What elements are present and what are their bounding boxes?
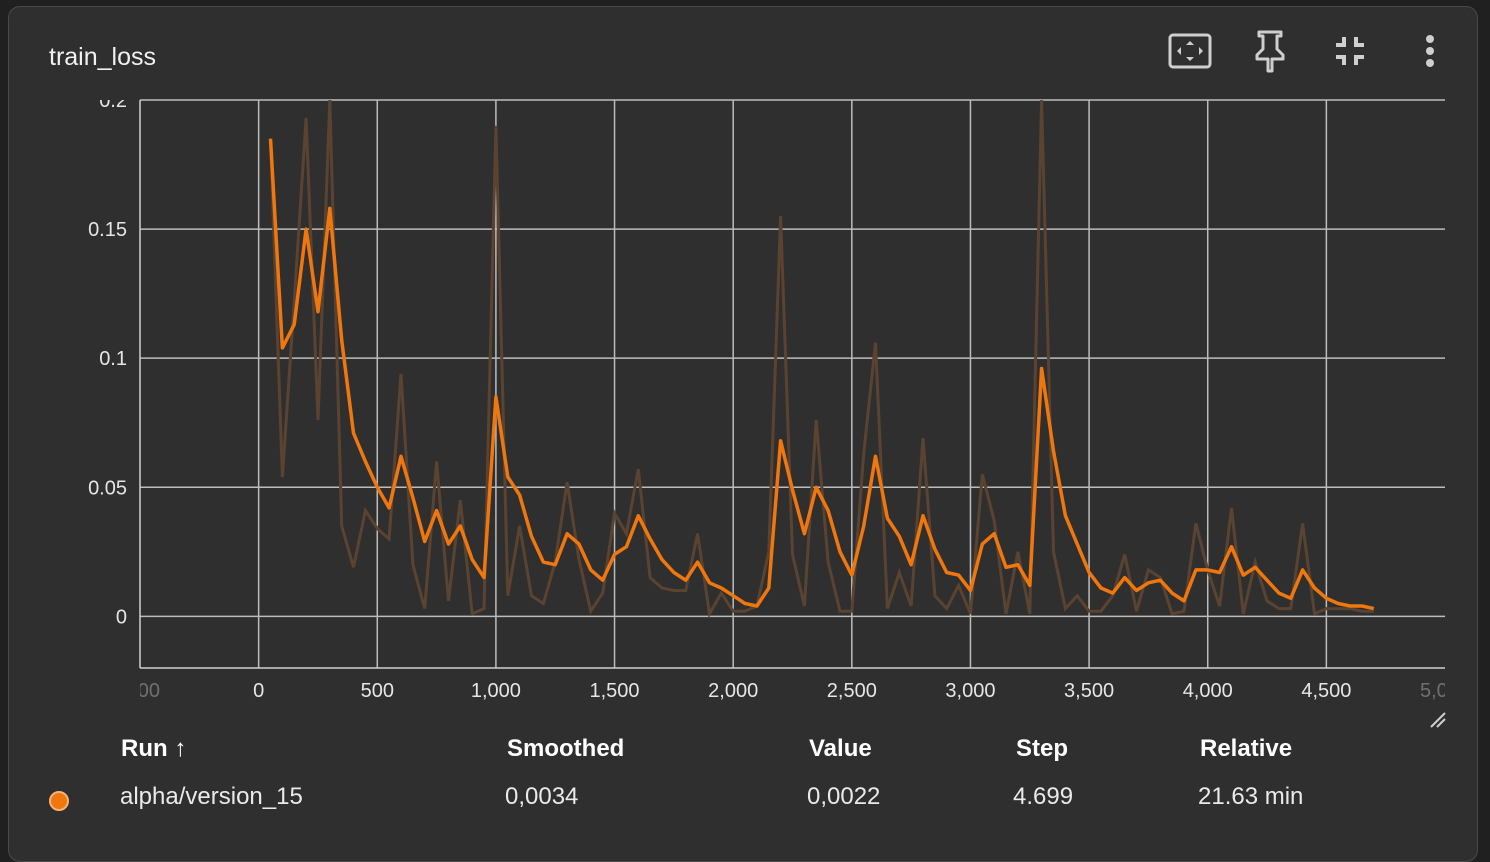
run-color-dot: [49, 791, 69, 811]
x-tick-label: 2,500: [827, 680, 877, 702]
x-tick-label: 3,000: [945, 680, 995, 702]
y-tick-label: 0.05: [88, 477, 127, 499]
x-tick-label: 4,000: [1183, 680, 1233, 702]
x-axis-labels: 0 500 1,000 1,500 2,000 2,500 3,000 3,500 4,000 4…: [120, 680, 1470, 702]
x-tick-label: 3,500: [1064, 680, 1114, 702]
x-tick-label-edge: 5,000: [1420, 680, 1470, 702]
run-name: alpha/version_15: [120, 783, 303, 810]
col-header-step: Step: [1016, 735, 1069, 762]
x-tick-label: 1,500: [590, 680, 640, 702]
resize-handle-icon[interactable]: [1428, 710, 1448, 735]
y-tick-label: 0.1: [99, 348, 127, 370]
x-tick-label: 2,000: [708, 680, 758, 702]
grid-lines: [140, 99, 1445, 668]
x-tick-label: 1,000: [471, 680, 521, 702]
more-vert-icon[interactable]: [1406, 28, 1454, 74]
chart-title: train_loss: [49, 43, 156, 71]
y-tick-label: 0.2: [99, 90, 127, 112]
x-tick-label: 4,500: [1301, 680, 1351, 702]
col-header-value: Value: [809, 735, 872, 762]
fit-domain-icon[interactable]: [1166, 28, 1214, 74]
smoothed-value: 0,0034: [505, 783, 579, 810]
raw-series-line: [269, 100, 1374, 619]
loss-chart[interactable]: 0 500 1,000 1,500 2,000 2,500 3,000 3,500 4,000 4…: [0, 0, 1490, 720]
col-header-run[interactable]: Run ↑: [121, 735, 187, 762]
pin-icon[interactable]: [1246, 28, 1294, 74]
plot-area[interactable]: [140, 100, 1445, 668]
raw-value: 0,0022: [807, 783, 881, 810]
y-axis-labels: 0 0.05 0.1 0.15 0.2: [88, 90, 127, 628]
y-tick-label: 0: [116, 606, 127, 628]
y-tick-label: 0.15: [88, 219, 127, 241]
x-tick-label-edge: -500: [120, 680, 160, 702]
smoothed-series-line: [268, 138, 1375, 611]
col-header-relative: Relative: [1200, 735, 1293, 762]
relative-time: 21.63 min: [1198, 783, 1304, 810]
collapse-icon[interactable]: [1326, 28, 1374, 74]
x-tick-label: 0: [253, 680, 264, 702]
step-value: 4.699: [1013, 783, 1074, 810]
col-header-smoothed: Smoothed: [507, 735, 625, 762]
x-tick-label: 500: [361, 680, 394, 702]
